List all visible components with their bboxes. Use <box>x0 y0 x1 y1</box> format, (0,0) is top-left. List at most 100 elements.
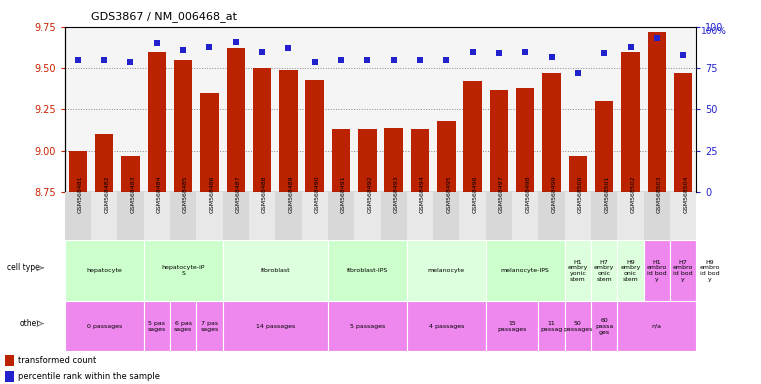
Text: 5 passages: 5 passages <box>350 324 385 329</box>
Bar <box>301 192 328 240</box>
Text: GSM568502: GSM568502 <box>631 175 635 213</box>
Bar <box>200 93 218 192</box>
Bar <box>144 240 223 301</box>
Bar <box>174 60 193 192</box>
Text: melanocyte: melanocyte <box>428 268 465 273</box>
Bar <box>407 240 486 301</box>
Bar <box>65 301 144 351</box>
Bar <box>591 240 617 301</box>
Text: H9
embry
onic
stem: H9 embry onic stem <box>620 260 641 282</box>
Bar <box>516 88 534 192</box>
Bar <box>486 240 565 301</box>
Bar <box>223 240 328 301</box>
Bar <box>223 192 249 240</box>
Text: percentile rank within the sample: percentile rank within the sample <box>18 372 161 381</box>
Text: transformed count: transformed count <box>18 356 97 365</box>
Bar <box>490 89 508 192</box>
Text: other: other <box>20 319 40 328</box>
Text: n/a: n/a <box>652 324 662 329</box>
Bar <box>486 192 512 240</box>
Text: GSM568482: GSM568482 <box>104 175 109 213</box>
Bar <box>223 301 328 351</box>
Bar <box>595 101 613 192</box>
Bar <box>196 301 222 351</box>
Bar <box>460 192 486 240</box>
Bar <box>328 192 354 240</box>
Bar <box>407 192 433 240</box>
Text: GSM568487: GSM568487 <box>236 175 240 213</box>
Bar <box>358 129 377 192</box>
Bar <box>565 240 591 301</box>
Text: GSM568501: GSM568501 <box>604 176 610 213</box>
Text: GSM568495: GSM568495 <box>446 175 451 213</box>
Text: H1
embry
yonic
stem: H1 embry yonic stem <box>568 260 588 282</box>
Bar <box>411 129 429 192</box>
Bar <box>486 301 539 351</box>
Text: GSM568488: GSM568488 <box>262 175 267 213</box>
Bar <box>591 192 617 240</box>
Bar <box>275 192 301 240</box>
Bar <box>196 192 222 240</box>
Text: GSM568500: GSM568500 <box>578 176 583 213</box>
Bar <box>328 301 407 351</box>
Bar <box>648 32 666 192</box>
Text: H9
embro
id bod
y: H9 embro id bod y <box>699 260 720 282</box>
Text: GSM568483: GSM568483 <box>130 175 135 213</box>
Text: 7 pas
sages: 7 pas sages <box>200 321 218 332</box>
Bar <box>539 301 565 351</box>
Bar <box>670 192 696 240</box>
Text: fibroblast: fibroblast <box>260 268 290 273</box>
Text: GSM568497: GSM568497 <box>499 175 504 213</box>
Bar <box>148 52 166 192</box>
Bar <box>433 192 460 240</box>
Text: 11
passag: 11 passag <box>540 321 562 332</box>
Bar <box>91 192 117 240</box>
Bar <box>305 80 324 192</box>
Text: GSM568486: GSM568486 <box>209 175 215 213</box>
Bar <box>565 192 591 240</box>
Text: 5 pas
sages: 5 pas sages <box>148 321 166 332</box>
Text: GSM568498: GSM568498 <box>525 175 530 213</box>
Bar <box>591 301 617 351</box>
Bar <box>121 156 140 192</box>
Bar <box>332 129 350 192</box>
Text: GSM568499: GSM568499 <box>552 175 556 213</box>
Bar <box>170 301 196 351</box>
Text: fibroblast-IPS: fibroblast-IPS <box>347 268 388 273</box>
Bar <box>144 301 170 351</box>
Text: GSM568492: GSM568492 <box>368 175 372 213</box>
Bar <box>568 156 587 192</box>
Bar <box>354 192 380 240</box>
Bar <box>696 240 723 301</box>
Bar <box>644 192 670 240</box>
Bar <box>227 48 245 192</box>
Text: melanocyte-IPS: melanocyte-IPS <box>501 268 549 273</box>
Text: GDS3867 / NM_006468_at: GDS3867 / NM_006468_at <box>91 12 237 22</box>
Text: 4 passages: 4 passages <box>428 324 464 329</box>
Bar <box>539 192 565 240</box>
Bar <box>170 192 196 240</box>
Bar <box>407 301 486 351</box>
Bar <box>617 301 696 351</box>
Bar <box>5 371 14 382</box>
Text: GSM568491: GSM568491 <box>341 175 346 213</box>
Text: H1
embro
id bod
y: H1 embro id bod y <box>647 260 667 282</box>
Text: hepatocyte-iP
S: hepatocyte-iP S <box>161 265 205 276</box>
Text: hepatocyte: hepatocyte <box>86 268 122 273</box>
Bar <box>95 134 113 192</box>
Text: 6 pas
sages: 6 pas sages <box>174 321 193 332</box>
Text: 60
passa
ges: 60 passa ges <box>595 318 613 335</box>
Bar <box>279 70 298 192</box>
Text: 0 passages: 0 passages <box>87 324 122 329</box>
Bar <box>543 73 561 192</box>
Text: GSM568503: GSM568503 <box>657 175 662 213</box>
Text: GSM568504: GSM568504 <box>683 175 688 213</box>
Text: GSM568484: GSM568484 <box>157 175 162 213</box>
Bar <box>617 240 644 301</box>
Text: 50
passages: 50 passages <box>563 321 593 332</box>
Bar <box>384 127 403 192</box>
Text: 14 passages: 14 passages <box>256 324 295 329</box>
Text: GSM568490: GSM568490 <box>315 175 320 213</box>
Bar <box>5 355 14 366</box>
Text: GSM568493: GSM568493 <box>393 175 399 213</box>
